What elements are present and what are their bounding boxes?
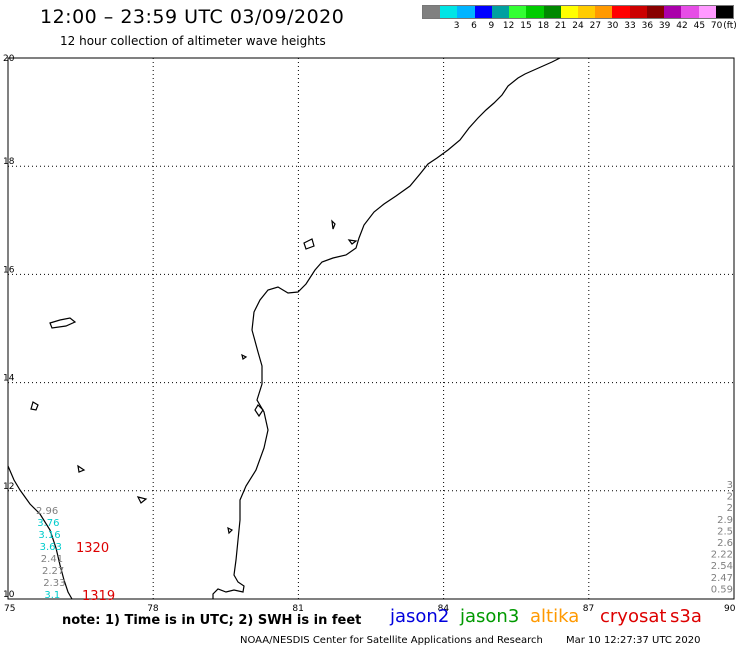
wave-height-value: 2: [727, 492, 733, 503]
island-4: [136, 496, 148, 504]
wave-height-value: 3.63: [40, 542, 62, 553]
wave-height-value: 0.59: [711, 584, 733, 595]
island-5: [303, 238, 315, 250]
axis-labels: 75 78 81 84 87 90 20 18 16 14 12 10: [3, 54, 736, 614]
latitude-tick-label: 18: [3, 157, 15, 167]
longitude-tick-label: 81: [292, 604, 303, 614]
legend-tick-label: 6: [471, 21, 477, 31]
satellite-label-altika: altika: [530, 606, 580, 627]
legend-swatch: [595, 6, 613, 18]
legend-swatch: [612, 6, 630, 18]
legend-labels: 3 6 9 12 15 18 21 24 27 30 33 36 39 42 45 70 (ft): [422, 21, 737, 35]
coastline: [7, 57, 561, 600]
wave-height-value: 2.47: [711, 573, 733, 584]
wave-height-value: 3: [727, 480, 733, 491]
latitude-tick-label: 20: [3, 54, 15, 64]
longitude-tick-label: 87: [583, 604, 594, 614]
legend-color-bar: [422, 5, 734, 19]
wave-height-value: 2.9: [717, 515, 733, 526]
legend-swatch: [526, 6, 544, 18]
legend-tick-label: 39: [658, 21, 671, 31]
latitude-tick-label: 10: [3, 590, 15, 600]
wave-height-value: 2.6: [717, 538, 733, 549]
latitude-tick-label: 16: [3, 265, 15, 275]
graticule: [8, 58, 734, 599]
legend-swatch: [664, 6, 682, 18]
island-9: [241, 353, 248, 360]
legend-tick-label: 30: [606, 21, 619, 31]
legend-swatch: [423, 6, 441, 18]
wave-height-value: 2.54: [711, 561, 733, 572]
map-subtitle: 12 hour collection of altimeter wave hei…: [60, 34, 326, 48]
legend-tick-label: 21: [554, 21, 567, 31]
map-title: 12:00 – 23:59 UTC 03/09/2020: [40, 6, 345, 28]
generation-timestamp: Mar 10 12:27:37 UTC 2020: [566, 635, 701, 646]
legend-swatch: [681, 6, 699, 18]
left-track-observations: 2.963.763.163.632.412.272.333.1: [36, 506, 65, 601]
footer-note: note: 1) Time is in UTC; 2) SWH is in fe…: [62, 613, 362, 628]
satellite-label-jason3: jason3: [460, 606, 520, 627]
legend-swatch: [509, 6, 527, 18]
legend-swatch: [629, 6, 647, 18]
legend-tick-label: 33: [624, 21, 636, 31]
island-3: [77, 464, 86, 473]
legend-swatch: [440, 6, 458, 18]
legend-swatch: [457, 6, 475, 18]
sri-lanka-coastline: [7, 465, 73, 600]
legend-tick-label: 9: [488, 21, 495, 31]
legend-tick-label: 18: [537, 21, 550, 31]
satellite-label-s3a: s3a: [670, 606, 702, 627]
island-10: [227, 526, 234, 535]
legend-tick-label: 70: [710, 21, 723, 31]
map-frame: [7, 57, 735, 600]
wave-height-value: 2.5: [717, 526, 733, 537]
pass-time-label: 1319: [82, 589, 115, 604]
wave-height-value: 2.27: [42, 566, 64, 577]
longitude-tick-label: 75: [4, 604, 15, 614]
satellite-label-cryosat: cryosat: [600, 606, 667, 627]
wave-height-value: 2: [727, 503, 733, 514]
island-7: [347, 239, 358, 245]
island-6: [331, 219, 336, 230]
longitude-tick-label: 84: [438, 604, 450, 614]
wave-height-legend: 3 6 9 12 15 18 21 24 27 30 33 36 39 42 45 70 (ft): [422, 5, 737, 35]
legend-swatch: [698, 6, 716, 18]
wave-height-value: 2.96: [36, 506, 58, 517]
legend-swatch: [646, 6, 665, 18]
legend-swatch: [543, 6, 561, 18]
wave-height-value: 3.76: [37, 518, 59, 529]
island-8: [254, 404, 264, 418]
legend-swatch: [474, 6, 492, 18]
legend-tick-label: 15: [520, 21, 532, 31]
legend-tick-label: 12: [502, 21, 515, 31]
legend-tick-label: 45: [693, 21, 706, 31]
legend-unit: (ft): [723, 21, 737, 31]
legend-tick-label: 3: [453, 21, 460, 31]
satellite-label-jason2: jason2: [390, 606, 450, 627]
legend-swatch: [577, 6, 596, 18]
wave-height-value: 2.41: [41, 554, 63, 565]
wave-height-value: 2.22: [711, 550, 733, 561]
wave-height-value: 3.16: [38, 530, 60, 541]
longitude-tick-label: 78: [147, 604, 159, 614]
india-east-coastline: [212, 57, 561, 599]
legend-swatch: [560, 6, 578, 18]
legend-swatch: [491, 6, 510, 18]
wave-height-value: 2.33: [43, 578, 65, 589]
legend-tick-label: 42: [676, 21, 688, 31]
island-2: [30, 401, 39, 411]
credit-line: NOAA/NESDIS Center for Satellite Applica…: [240, 635, 543, 646]
latitude-tick-label: 12: [3, 482, 14, 492]
latitude-tick-label: 14: [3, 374, 15, 384]
legend-swatch: [715, 6, 733, 18]
longitude-tick-label: 90: [724, 604, 736, 614]
legend-tick-label: 27: [589, 21, 602, 31]
pass-time-label: 1320: [76, 541, 109, 556]
legend-tick-label: 24: [572, 21, 584, 31]
legend-tick-label: 36: [641, 21, 654, 31]
wave-height-value: 3.1: [44, 590, 60, 601]
island-1: [49, 317, 77, 329]
